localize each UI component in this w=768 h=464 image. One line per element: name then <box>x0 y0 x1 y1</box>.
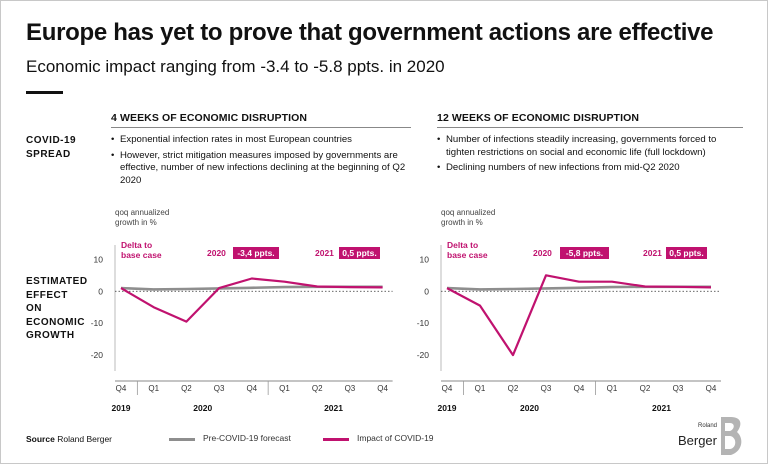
x-tick-label: Q3 <box>673 384 684 393</box>
y-axis-label: qoq annualized growth in % <box>441 208 495 227</box>
x-tick-label: Q4 <box>442 384 453 393</box>
legend-label-pre-covid: Pre-COVID-19 forecast <box>203 433 291 443</box>
x-tick-label: Q1 <box>279 384 290 393</box>
x-tick-label: Q2 <box>508 384 519 393</box>
y-tick-label: 0 <box>98 286 103 296</box>
x-tick-label: Q3 <box>345 384 356 393</box>
annotation-year: 2021 <box>643 248 662 258</box>
x-tick-label: Q4 <box>246 384 257 393</box>
y-tick-label: 10 <box>420 254 430 264</box>
x-tick-label: Q4 <box>116 384 127 393</box>
annotation-box <box>560 247 609 259</box>
annotation-year: 2020 <box>533 248 552 258</box>
chart-12-weeks: qoq annualized growth in % 10 0 -10 -20 Q4 Q1 Q2… <box>417 208 721 413</box>
bullet: However, strict mitigation measures impo… <box>111 150 411 188</box>
series-line-impact-of-covid-19 <box>446 274 712 357</box>
annotation-box <box>339 247 380 259</box>
year-label: 2020 <box>193 403 212 413</box>
bullet: Number of infections steadily increasing… <box>437 134 743 159</box>
row-label-covid: COVID-19 SPREAD <box>26 135 77 160</box>
panel-header-rule <box>437 127 743 128</box>
bullet-list-12-weeks: Number of infections steadily increasing… <box>437 134 743 178</box>
x-tick-label: Q3 <box>214 384 225 393</box>
bullet: Declining numbers of new infections from… <box>437 162 743 175</box>
y-tick-label: -20 <box>91 350 104 360</box>
y-tick-label: -20 <box>417 350 430 360</box>
x-tick-label: Q1 <box>607 384 618 393</box>
x-tick-label: Q4 <box>377 384 388 393</box>
bullet: Exponential infection rates in most Euro… <box>111 134 411 147</box>
bullet-list-4-weeks: Exponential infection rates in most Euro… <box>111 134 411 190</box>
page-subtitle: Economic impact ranging from -3.4 to -5.… <box>26 57 445 76</box>
annotation-box <box>233 247 279 259</box>
year-label: 2019 <box>438 403 457 413</box>
annotation-box <box>666 247 707 259</box>
x-tick-label: Q4 <box>706 384 717 393</box>
panel-header-rule <box>111 127 411 128</box>
annotation-value: -3,4 ppts. <box>237 248 274 258</box>
row-label-effect: ESTIMATED EFFECT ON ECONOMIC GROWTH <box>26 276 88 341</box>
year-label: 2021 <box>652 403 671 413</box>
annotation-year: 2020 <box>207 248 226 258</box>
year-label: 2021 <box>324 403 343 413</box>
panel-header-12-weeks: 12 WEEKS OF ECONOMIC DISRUPTION <box>437 112 640 124</box>
page-title: Europe has yet to prove that government … <box>26 19 714 46</box>
annotation-value: -5,8 ppts. <box>566 248 603 258</box>
y-tick-label: 0 <box>424 286 429 296</box>
delta-annotation: Delta to base case <box>447 240 488 260</box>
legend-swatch-impact <box>323 438 349 441</box>
y-tick-label: -10 <box>91 318 104 328</box>
chart-4-weeks: qoq annualized growth in % 10 0 -10 -20 Q4 Q1 Q2… <box>91 208 393 413</box>
y-axis-label: qoq annualized growth in % <box>115 208 169 227</box>
year-label: 2020 <box>520 403 539 413</box>
y-tick-label: 10 <box>94 254 104 264</box>
x-tick-label: Q2 <box>181 384 192 393</box>
x-tick-label: Q2 <box>312 384 323 393</box>
legend-label-impact: Impact of COVID-19 <box>357 433 434 443</box>
source-note: Source Roland Berger <box>26 434 113 444</box>
year-label: 2019 <box>112 403 131 413</box>
panel-header-4-weeks: 4 WEEKS OF ECONOMIC DISRUPTION <box>111 112 308 124</box>
x-tick-label: Q3 <box>541 384 552 393</box>
x-tick-label: Q4 <box>574 384 585 393</box>
annotation-value: 0,5 ppts. <box>669 248 703 258</box>
annotation-value: 0,5 ppts. <box>342 248 376 258</box>
x-tick-label: Q1 <box>475 384 486 393</box>
x-tick-label: Q1 <box>148 384 159 393</box>
roland-berger-logo: Roland Berger <box>678 417 742 455</box>
title-rule <box>26 91 63 94</box>
series-line-impact-of-covid-19 <box>120 277 383 323</box>
svg-text:Roland: Roland <box>698 423 717 429</box>
y-tick-label: -10 <box>417 318 430 328</box>
annotation-year: 2021 <box>315 248 334 258</box>
delta-annotation: Delta to base case <box>121 240 162 260</box>
svg-text:Berger: Berger <box>678 433 718 448</box>
x-tick-label: Q2 <box>640 384 651 393</box>
legend-swatch-pre-covid <box>169 438 195 441</box>
